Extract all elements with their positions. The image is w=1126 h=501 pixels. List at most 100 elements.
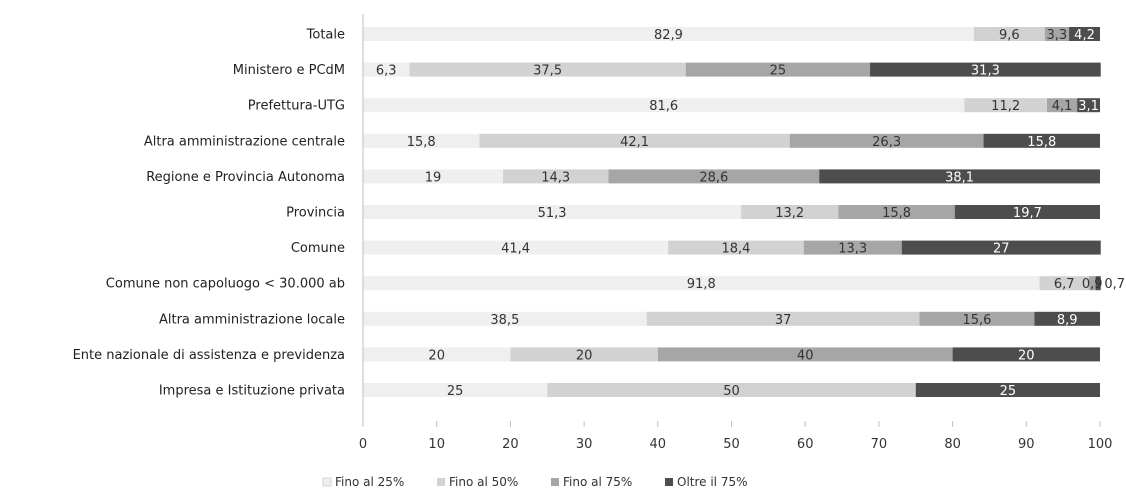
x-tick-label-50: 50 <box>723 437 740 452</box>
value-label-fino-al-50-provincia: 13,2 <box>775 206 804 221</box>
bar-segment-oltre-il-75-prefettura-utg <box>1077 98 1100 113</box>
value-label-fino-al-25-provincia: 51,3 <box>538 206 567 221</box>
bar-segment-fino-al-75-altra-amministrazione-centrale <box>789 133 984 148</box>
value-label-oltre-il-75-totale: 4,2 <box>1074 28 1095 43</box>
category-label-impresa-e-istituzione-privata: Impresa e Istituzione privata <box>159 384 345 399</box>
value-label-fino-al-50-altra-amministrazione-centrale: 42,1 <box>620 135 649 150</box>
value-label-fino-al-75-comune: 13,3 <box>838 242 867 257</box>
value-label-fino-al-75-totale: 3,3 <box>1047 28 1068 43</box>
value-label-fino-al-25-impresa-e-istituzione-privata: 25 <box>447 384 464 399</box>
value-label-fino-al-50-altra-amministrazione-locale: 37 <box>775 313 792 328</box>
value-label-oltre-il-75-regione-e-provincia-autonoma: 38,1 <box>945 170 974 185</box>
legend: Fino al 25% Fino al 50% Fino al 75% Oltre i… <box>322 475 748 489</box>
x-tick-label-30: 30 <box>576 437 593 452</box>
x-tick-label-100: 100 <box>1088 437 1113 452</box>
value-label-fino-al-25-altra-amministrazione-centrale: 15,8 <box>407 135 436 150</box>
value-label-fino-al-50-ente-nazionale-di-assistenza-e-previdenza: 20 <box>576 348 593 363</box>
category-label-totale: Totale <box>306 28 345 43</box>
value-label-oltre-il-75-ministero-e-pcdm: 31,3 <box>971 64 1000 79</box>
x-tick-label-0: 0 <box>359 437 367 452</box>
category-label-provincia: Provincia <box>286 206 345 221</box>
value-label-fino-al-50-comune-non-capoluogo-30-000-ab: 6,7 <box>1054 277 1075 292</box>
value-label-fino-al-75-comune-non-capoluogo-30-000-ab: 0,9 <box>1082 277 1103 292</box>
x-tick-label-80: 80 <box>944 437 961 452</box>
x-tick-label-40: 40 <box>650 437 667 452</box>
bar-segment-fino-al-50-altra-amministrazione-locale <box>646 311 920 326</box>
legend-label-fino-al-50: Fino al 50% <box>449 475 518 489</box>
bar-segment-oltre-il-75-totale <box>1069 27 1100 41</box>
x-tick-label-90: 90 <box>1018 437 1035 452</box>
x-tick-label-10: 10 <box>428 437 445 452</box>
value-label-fino-al-50-prefettura-utg: 11,2 <box>991 99 1020 114</box>
bar-segment-fino-al-50-prefettura-utg <box>964 98 1047 113</box>
category-label-ministero-e-pcdm: Ministero e PCdM <box>233 63 345 78</box>
bar-segment-oltre-il-75-altra-amministrazione-centrale <box>983 133 1100 148</box>
value-label-oltre-il-75-altra-amministrazione-locale: 8,9 <box>1057 313 1078 328</box>
legend-label-oltre-il-75: Oltre il 75% <box>677 475 748 489</box>
value-label-fino-al-25-altra-amministrazione-locale: 38,5 <box>490 313 519 328</box>
legend-label-fino-al-25: Fino al 25% <box>335 475 404 489</box>
value-label-fino-al-75-altra-amministrazione-locale: 15,6 <box>962 313 991 328</box>
value-label-oltre-il-75-impresa-e-istituzione-privata: 25 <box>1000 384 1017 399</box>
category-label-regione-e-provincia-autonoma: Regione e Provincia Autonoma <box>146 170 345 185</box>
value-label-oltre-il-75-comune: 27 <box>993 242 1010 257</box>
value-label-fino-al-25-comune-non-capoluogo-30-000-ab: 91,8 <box>687 277 716 292</box>
value-label-fino-al-75-altra-amministrazione-centrale: 26,3 <box>872 135 901 150</box>
value-label-fino-al-50-totale: 9,6 <box>999 28 1020 43</box>
category-label-ente-nazionale-di-assistenza-e-previdenza: Ente nazionale di assistenza e previdenz… <box>73 348 345 363</box>
bar-segment-oltre-il-75-altra-amministrazione-locale <box>1034 311 1100 326</box>
legend-swatch-fino-al-50 <box>437 478 445 486</box>
bar-segment-oltre-il-75-impresa-e-istituzione-privata <box>915 383 1100 397</box>
legend-label-fino-al-75: Fino al 75% <box>563 475 632 489</box>
bar-segment-fino-al-25-totale <box>363 27 974 41</box>
bar-segment-fino-al-75-regione-e-provincia-autonoma <box>608 169 820 184</box>
value-label-fino-al-50-impresa-e-istituzione-privata: 50 <box>723 384 740 399</box>
x-tick-label-20: 20 <box>502 437 519 452</box>
bar-segment-fino-al-75-comune <box>803 240 902 255</box>
value-label-fino-al-50-regione-e-provincia-autonoma: 14,3 <box>541 170 570 185</box>
value-label-fino-al-25-ente-nazionale-di-assistenza-e-previdenza: 20 <box>428 348 445 363</box>
bar-segment-fino-al-25-prefettura-utg <box>363 98 965 113</box>
category-label-comune-non-capoluogo-30-000-ab: Comune non capoluogo < 30.000 ab <box>106 277 345 292</box>
bar-segment-fino-al-25-ministero-e-pcdm <box>363 62 410 77</box>
category-label-altra-amministrazione-locale: Altra amministrazione locale <box>159 312 345 327</box>
bar-segment-fino-al-50-provincia <box>741 205 839 219</box>
bar-segment-fino-al-50-totale <box>973 27 1045 41</box>
bar-segment-fino-al-25-ente-nazionale-di-assistenza-e-previdenza <box>363 347 511 362</box>
value-label-fino-al-25-totale: 82,9 <box>654 28 683 43</box>
bar-segment-oltre-il-75-regione-e-provincia-autonoma <box>819 169 1100 184</box>
value-label-fino-al-25-prefettura-utg: 81,6 <box>649 99 678 114</box>
bar-segment-fino-al-75-ministero-e-pcdm <box>685 62 871 77</box>
bar-segment-oltre-il-75-comune-non-capoluogo-30-000-ab <box>1095 276 1101 291</box>
bar-segment-fino-al-50-regione-e-provincia-autonoma <box>503 169 609 184</box>
bar-segment-oltre-il-75-ministero-e-pcdm <box>870 62 1101 77</box>
bar-segment-oltre-il-75-ente-nazionale-di-assistenza-e-previdenza <box>952 347 1100 362</box>
category-label-comune: Comune <box>291 241 345 256</box>
value-label-fino-al-25-comune: 41,4 <box>501 242 530 257</box>
legend-swatch-fino-al-75 <box>551 478 559 486</box>
legend-swatch-oltre-il-75 <box>665 478 673 486</box>
value-labels-layer: 82,9 9,6 3,3 4,2 6,3 37,5 25 31,3 81,6 11,2 4,1 3,1… <box>376 28 1125 399</box>
bar-segment-fino-al-25-regione-e-provincia-autonoma <box>363 169 504 184</box>
bar-segment-fino-al-25-altra-amministrazione-centrale <box>363 133 480 148</box>
bar-segment-fino-al-75-ente-nazionale-di-assistenza-e-previdenza <box>657 347 953 362</box>
bar-segment-fino-al-75-provincia <box>838 205 955 219</box>
value-label-fino-al-50-ministero-e-pcdm: 37,5 <box>533 64 562 79</box>
bar-segment-fino-al-25-provincia <box>363 205 742 219</box>
value-label-fino-al-75-provincia: 15,8 <box>882 206 911 221</box>
category-label-altra-amministrazione-centrale: Altra amministrazione centrale <box>144 134 345 149</box>
bar-segment-fino-al-50-comune <box>668 240 804 255</box>
legend-swatch-fino-al-25 <box>322 477 332 487</box>
value-label-fino-al-75-prefettura-utg: 4,1 <box>1052 99 1073 114</box>
bars-layer <box>363 27 1101 397</box>
bar-segment-fino-al-25-altra-amministrazione-locale <box>363 311 647 326</box>
bar-segment-fino-al-50-comune-non-capoluogo-30-000-ab <box>1039 276 1089 291</box>
value-label-fino-al-25-regione-e-provincia-autonoma: 19 <box>425 170 442 185</box>
value-label-oltre-il-75-provincia: 19,7 <box>1013 206 1042 221</box>
bar-segment-fino-al-25-impresa-e-istituzione-privata <box>363 383 548 397</box>
value-label-oltre-il-75-ente-nazionale-di-assistenza-e-previdenza: 20 <box>1018 348 1035 363</box>
x-tick-label-60: 60 <box>797 437 814 452</box>
value-label-oltre-il-75-prefettura-utg: 3,1 <box>1078 99 1099 114</box>
bar-segment-fino-al-75-altra-amministrazione-locale <box>919 311 1035 326</box>
